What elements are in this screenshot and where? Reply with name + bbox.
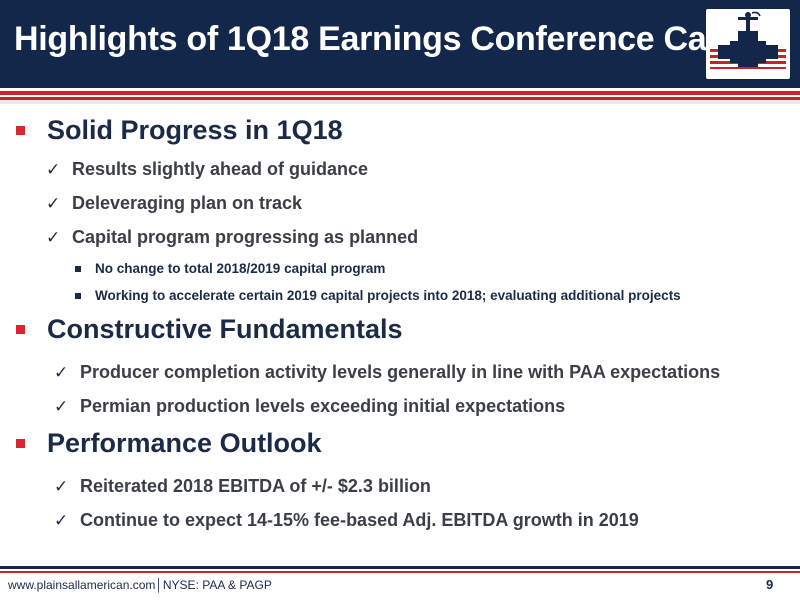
- sub-list-item: Working to accelerate certain 2019 capit…: [75, 288, 681, 303]
- sub-list-item: No change to total 2018/2019 capital pro…: [75, 261, 385, 276]
- check-icon: ✓: [54, 396, 69, 417]
- check-icon: ✓: [54, 510, 69, 531]
- list-item: ✓ Capital program progressing as planned: [46, 227, 419, 248]
- check-icon: ✓: [54, 476, 69, 497]
- header-divider-white: [0, 88, 800, 91]
- list-item: ✓ Producer completion activity levels ge…: [54, 362, 721, 383]
- list-item: ✓ Continue to expect 14-15% fee-based Ad…: [54, 510, 639, 531]
- footer-website-ticker: www.plainsallamerican.com│NYSE: PAA & PA…: [8, 578, 272, 592]
- check-icon: ✓: [46, 159, 61, 180]
- red-bullet-icon: [16, 325, 25, 334]
- list-item: ✓ Results slightly ahead of guidance: [46, 159, 369, 180]
- square-bullet-icon: [75, 292, 81, 299]
- slide-title: Highlights of 1Q18 Earnings Conference C…: [14, 20, 725, 58]
- red-bullet-icon: [16, 126, 25, 135]
- check-icon: ✓: [46, 193, 61, 214]
- square-bullet-icon: [75, 265, 81, 272]
- slide-header: Highlights of 1Q18 Earnings Conference C…: [0, 0, 800, 88]
- section-heading-performance-outlook: Performance Outlook: [16, 428, 322, 459]
- list-item: ✓ Permian production levels exceeding in…: [54, 396, 566, 417]
- red-bullet-icon: [16, 439, 25, 448]
- list-item: ✓ Reiterated 2018 EBITDA of +/- $2.3 bil…: [54, 476, 431, 497]
- section-heading-solid-progress: Solid Progress in 1Q18: [16, 115, 343, 146]
- header-divider-red: [0, 91, 800, 95]
- header-divider-red-2: [0, 97, 800, 100]
- footer-divider-red: [0, 571, 800, 573]
- valve-logo-icon: [706, 9, 790, 79]
- footer-divider-navy: [0, 566, 800, 569]
- check-icon: ✓: [54, 362, 69, 383]
- section-heading-constructive-fundamentals: Constructive Fundamentals: [16, 314, 403, 345]
- list-item: ✓ Deleveraging plan on track: [46, 193, 303, 214]
- header-divider-white-2: [0, 95, 800, 97]
- check-icon: ✓: [46, 227, 61, 248]
- page-number: 9: [766, 577, 774, 592]
- header-divider-shadow: [0, 100, 800, 104]
